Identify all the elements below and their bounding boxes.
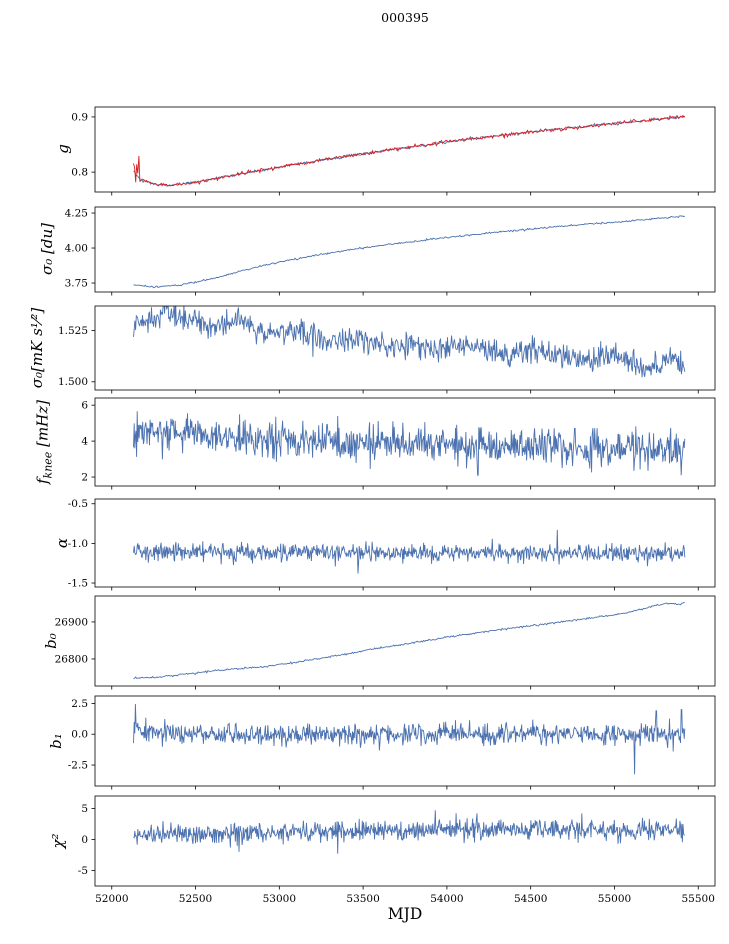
y-tick-label: 4	[81, 436, 88, 448]
x-tick-label: 55500	[681, 893, 714, 905]
y-tick-label: 6	[81, 400, 88, 412]
panel-frame-g	[94, 106, 716, 193]
x-axis-label: MJD	[387, 905, 423, 923]
series-sigma0-du	[133, 215, 685, 289]
series-fknee	[133, 411, 686, 476]
panel-frame-b0	[94, 595, 716, 687]
series-chi2	[133, 810, 686, 854]
series-b1	[133, 703, 686, 775]
y-tick-label: 2.5	[71, 698, 88, 710]
panel-frame-b1	[94, 695, 716, 787]
series-sigma0-mk	[133, 306, 686, 378]
series-g-fit	[133, 114, 686, 187]
series-g-gain	[133, 115, 686, 187]
x-tick-label: 52000	[95, 893, 128, 905]
x-tick-label: 54000	[430, 893, 463, 905]
x-tick-label: 54500	[514, 893, 547, 905]
ylabel-fknee-unit: [mHz]	[33, 399, 52, 452]
ylabel-sigma0-du: σ₀ [du]	[38, 223, 56, 275]
panel-frame-fknee	[94, 397, 716, 487]
y-tick-label: -0.5	[68, 498, 88, 510]
y-tick-label: -2.5	[68, 759, 88, 771]
panel-frame-alpha	[94, 498, 716, 588]
y-tick-label: 26900	[55, 616, 88, 628]
series-alpha	[133, 529, 686, 574]
y-tick-label: 5	[81, 803, 88, 815]
y-tick-label: -1.5	[68, 577, 88, 589]
ylabel-b0: b₀	[42, 633, 60, 649]
y-tick-label: 26800	[55, 653, 88, 665]
y-tick-label: -5	[78, 865, 88, 877]
panel-frame-sigma0-mk	[94, 305, 716, 391]
y-tick-label: 0.9	[71, 111, 88, 123]
figure-title: 000395	[381, 10, 429, 25]
ylabel-b1: b₁	[47, 733, 65, 749]
panel-frame-sigma0-du	[94, 206, 716, 293]
series-b0	[133, 601, 685, 680]
y-tick-label: 0	[81, 834, 88, 846]
y-tick-label: 2	[81, 471, 88, 483]
y-tick-label: 0.0	[71, 729, 88, 741]
panel-frame-chi2	[94, 795, 716, 887]
ylabel-chi2: χ²	[49, 833, 67, 849]
y-tick-label: 4.00	[65, 242, 88, 254]
y-tick-label: 1.525	[58, 325, 88, 337]
ylabel-fknee-sub: knee	[41, 451, 55, 479]
x-tick-label: 53000	[263, 893, 296, 905]
y-tick-label: 4.25	[65, 207, 88, 219]
x-tick-label: 53500	[346, 893, 379, 905]
ylabel-sigma0-mk: σ₀[mK s¹⁄²]	[28, 307, 46, 389]
x-tick-label: 52500	[179, 893, 212, 905]
ylabel-fknee-main: f	[33, 478, 52, 485]
y-tick-label: 1.500	[58, 376, 88, 388]
ylabel-g: g	[54, 144, 72, 154]
y-tick-label: 0.8	[71, 167, 88, 179]
ylabel-fknee: fknee [mHz]	[34, 400, 55, 484]
y-tick-label: 3.75	[65, 277, 88, 289]
y-tick-label: -1.0	[68, 538, 88, 550]
x-tick-label: 55000	[598, 893, 631, 905]
ylabel-alpha: α	[53, 537, 71, 549]
